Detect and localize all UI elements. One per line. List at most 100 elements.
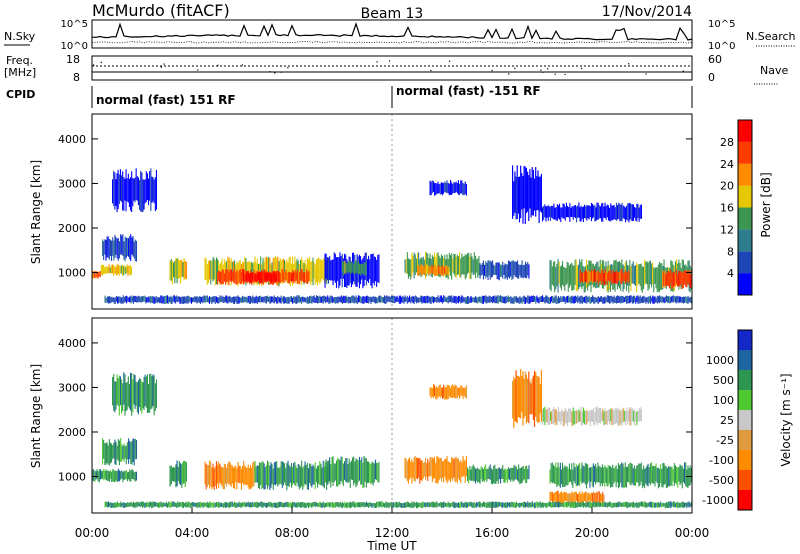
range-gate-cell [135, 381, 137, 407]
range-gate-cell [570, 493, 572, 502]
range-gate-cell [111, 264, 113, 274]
range-gate-cell [648, 467, 650, 484]
range-gate-cell [456, 387, 458, 398]
range-gate-cell [281, 297, 283, 302]
range-gate-cell [116, 470, 118, 483]
velocity-colorbar-label: Velocity [m s⁻¹] [779, 373, 793, 466]
range-gate-cell [284, 463, 286, 483]
range-gate-cell [324, 253, 326, 288]
range-gate-cell [431, 180, 433, 194]
range-gate-cell [581, 411, 583, 426]
range-gate-cell [556, 491, 558, 503]
range-gate-cell [207, 502, 209, 508]
range-gate-cell [588, 205, 590, 220]
range-gate-cell [435, 462, 437, 483]
range-gate-cell [521, 297, 523, 304]
range-gate-cell [573, 462, 575, 482]
range-gate-cell [514, 171, 516, 213]
range-gate-cell [536, 375, 538, 422]
range-gate-cell [445, 297, 447, 302]
range-gate-cell [206, 295, 208, 303]
range-gate-cell [626, 502, 628, 508]
range-gate-cell [576, 410, 578, 424]
range-gate-cell [159, 502, 161, 508]
range-gate-cell [431, 457, 433, 483]
range-gate-cell [236, 269, 238, 285]
range-gate-cell [564, 267, 566, 291]
range-gate-cell [686, 502, 688, 509]
y-tick-label: 2000 [58, 222, 86, 235]
range-gate-cell [280, 461, 282, 485]
range-gate-cell [657, 264, 659, 292]
range-gate-cell [527, 501, 529, 508]
range-gate-cell [477, 467, 479, 483]
range-gate-cell [117, 237, 119, 261]
range-gate-cell [120, 297, 122, 304]
range-gate-cell [579, 296, 581, 304]
range-gate-cell [427, 458, 429, 481]
range-gate-cell [330, 502, 332, 507]
range-gate-cell [477, 502, 479, 507]
range-gate-cell [103, 468, 105, 481]
velocity-echo-region [254, 460, 330, 491]
range-gate-cell [407, 297, 409, 303]
range-gate-cell [419, 267, 421, 274]
range-gate-cell [426, 463, 428, 477]
range-gate-cell [505, 469, 507, 481]
range-gate-cell [241, 272, 243, 284]
range-gate-cell [203, 502, 205, 508]
range-gate-cell [459, 387, 461, 399]
range-gate-cell [93, 271, 95, 279]
range-gate-cell [218, 461, 220, 488]
range-gate-cell [521, 260, 523, 278]
range-gate-cell [531, 501, 533, 507]
range-gate-cell [440, 502, 442, 508]
range-gate-cell [488, 501, 490, 508]
range-gate-cell [496, 295, 498, 304]
range-gate-cell [468, 296, 470, 304]
range-gate-cell [556, 204, 558, 221]
range-gate-cell [609, 296, 611, 304]
range-gate-cell [585, 411, 587, 425]
range-gate-cell [417, 457, 419, 480]
range-gate-cell [238, 501, 240, 507]
range-gate-cell [306, 296, 308, 304]
range-gate-cell [122, 383, 124, 412]
range-gate-cell [472, 464, 474, 482]
range-gate-cell [155, 379, 157, 408]
range-gate-cell [679, 464, 681, 486]
range-gate-cell [252, 295, 254, 304]
range-gate-cell [317, 295, 319, 304]
range-gate-cell [551, 491, 553, 503]
range-gate-cell [561, 491, 563, 505]
range-gate-cell [437, 456, 439, 484]
range-gate-cell [528, 264, 530, 279]
range-gate-cell [611, 408, 613, 426]
range-gate-cell [645, 502, 647, 508]
range-gate-cell [262, 296, 264, 303]
range-gate-cell [378, 295, 380, 302]
range-gate-cell [564, 502, 566, 507]
range-gate-cell [321, 260, 323, 279]
velocity-echo-region [92, 468, 137, 483]
range-gate-cell [568, 295, 570, 303]
range-gate-cell [304, 297, 306, 302]
range-gate-cell [189, 502, 191, 508]
range-gate-cell [190, 297, 192, 304]
range-gate-cell [290, 463, 292, 488]
range-gate-cell [108, 471, 110, 482]
range-gate-cell [487, 296, 489, 303]
range-gate-cell [123, 266, 125, 276]
range-gate-cell [176, 460, 178, 487]
range-gate-cell [323, 502, 325, 509]
range-gate-cell [493, 295, 495, 303]
range-gate-cell [380, 296, 382, 302]
range-gate-cell [576, 466, 578, 486]
range-gate-cell [481, 502, 483, 508]
range-gate-cell [521, 466, 523, 484]
range-gate-cell [382, 297, 384, 303]
range-gate-cell [248, 502, 250, 508]
range-gate-cell [512, 467, 514, 482]
range-gate-cell [555, 409, 557, 426]
range-gate-cell [582, 206, 584, 222]
